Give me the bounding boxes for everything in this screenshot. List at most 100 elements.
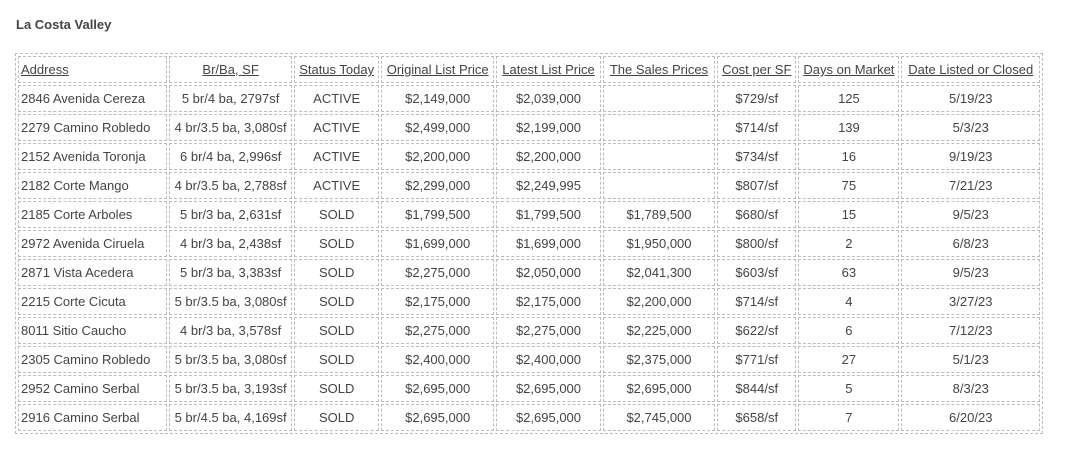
cost-per-sf-cell: $658/sf — [717, 404, 797, 431]
original-price-cell: $2,275,000 — [381, 317, 495, 344]
listings-table: Address Br/Ba, SF Status Today Original … — [15, 53, 1043, 434]
table-row: 2952 Camino Serbal 5 br/3.5 ba, 3,193sf … — [18, 375, 1040, 402]
latest-price-cell: $2,039,000 — [496, 85, 601, 112]
sales-price-cell: $2,225,000 — [602, 317, 716, 344]
cost-per-sf-cell: $800/sf — [717, 230, 797, 257]
col-header-status[interactable]: Status Today — [294, 56, 380, 83]
col-header-cost-per-sf[interactable]: Cost per SF — [717, 56, 797, 83]
original-price-cell: $1,699,000 — [381, 230, 495, 257]
sales-price-cell — [602, 114, 716, 141]
address-link[interactable]: 2972 Avenida Ciruela — [18, 230, 168, 257]
page-title: La Costa Valley — [16, 17, 112, 32]
date-cell: 7/12/23 — [901, 317, 1040, 344]
latest-price-cell: $2,400,000 — [496, 346, 601, 373]
original-price-cell: $2,299,000 — [381, 172, 495, 199]
status-cell: SOLD — [294, 404, 380, 431]
status-cell: SOLD — [294, 259, 380, 286]
address-cell: 2952 Camino Serbal — [18, 375, 168, 402]
cost-per-sf-cell: $714/sf — [717, 288, 797, 315]
address-link[interactable]: 2871 Vista Acedera — [18, 259, 168, 286]
latest-price-cell: $2,175,000 — [496, 288, 601, 315]
days-on-market-cell: 6 — [798, 317, 900, 344]
address-link[interactable]: 2916 Camino Serbal — [18, 404, 168, 431]
status-cell: ACTIVE — [294, 172, 380, 199]
cost-per-sf-cell: $734/sf — [717, 143, 797, 170]
col-header-original-price[interactable]: Original List Price — [381, 56, 495, 83]
status-cell: SOLD — [294, 201, 380, 228]
col-header-address[interactable]: Address — [18, 56, 168, 83]
original-price-cell: $2,695,000 — [381, 404, 495, 431]
col-header-latest-price[interactable]: Latest List Price — [496, 56, 601, 83]
table-row: 2182 Corte Mango 4 br/3.5 ba, 2,788sf AC… — [18, 172, 1040, 199]
table-row: 2185 Corte Arboles 5 br/3 ba, 2,631sf SO… — [18, 201, 1040, 228]
status-cell: SOLD — [294, 375, 380, 402]
latest-price-cell: $1,799,500 — [496, 201, 601, 228]
cost-per-sf-cell: $622/sf — [717, 317, 797, 344]
days-on-market-cell: 27 — [798, 346, 900, 373]
sales-price-cell — [602, 85, 716, 112]
date-cell: 7/21/23 — [901, 172, 1040, 199]
sales-price-cell: $2,695,000 — [602, 375, 716, 402]
table-row: 2916 Camino Serbal 5 br/4.5 ba, 4,169sf … — [18, 404, 1040, 431]
days-on-market-cell: 125 — [798, 85, 900, 112]
days-on-market-cell: 5 — [798, 375, 900, 402]
brba-cell: 5 br/3.5 ba, 3,193sf — [169, 375, 293, 402]
latest-price-cell: $2,275,000 — [496, 317, 601, 344]
table-row: 2305 Camino Robledo 5 br/3.5 ba, 3,080sf… — [18, 346, 1040, 373]
sales-price-cell — [602, 143, 716, 170]
brba-cell: 6 br/4 ba, 2,996sf — [169, 143, 293, 170]
brba-cell: 5 br/3 ba, 3,383sf — [169, 259, 293, 286]
address-cell: 2152 Avenida Toronja — [18, 143, 168, 170]
latest-price-cell: $2,050,000 — [496, 259, 601, 286]
date-cell: 8/3/23 — [901, 375, 1040, 402]
col-header-date[interactable]: Date Listed or Closed — [901, 56, 1040, 83]
address-cell: 2305 Camino Robledo — [18, 346, 168, 373]
days-on-market-cell: 63 — [798, 259, 900, 286]
days-on-market-cell: 2 — [798, 230, 900, 257]
sales-price-cell: $1,789,500 — [602, 201, 716, 228]
address-cell: 8011 Sitio Caucho — [18, 317, 168, 344]
days-on-market-cell: 7 — [798, 404, 900, 431]
col-header-brba[interactable]: Br/Ba, SF — [169, 56, 293, 83]
cost-per-sf-cell: $844/sf — [717, 375, 797, 402]
table-row: 2279 Camino Robledo 4 br/3.5 ba, 3,080sf… — [18, 114, 1040, 141]
col-header-sales-price[interactable]: The Sales Prices — [602, 56, 716, 83]
table-row: 2152 Avenida Toronja 6 br/4 ba, 2,996sf … — [18, 143, 1040, 170]
status-cell: ACTIVE — [294, 143, 380, 170]
brba-cell: 5 br/4 ba, 2797sf — [169, 85, 293, 112]
table-row: 2846 Avenida Cereza 5 br/4 ba, 2797sf AC… — [18, 85, 1040, 112]
original-price-cell: $2,499,000 — [381, 114, 495, 141]
days-on-market-cell: 15 — [798, 201, 900, 228]
sales-price-cell: $2,375,000 — [602, 346, 716, 373]
table-row: 8011 Sitio Caucho 4 br/3 ba, 3,578sf SOL… — [18, 317, 1040, 344]
brba-cell: 4 br/3 ba, 2,438sf — [169, 230, 293, 257]
status-cell: SOLD — [294, 317, 380, 344]
address-link[interactable]: 2846 Avenida Cereza — [18, 85, 168, 112]
date-cell: 9/5/23 — [901, 201, 1040, 228]
cost-per-sf-cell: $714/sf — [717, 114, 797, 141]
date-cell: 6/20/23 — [901, 404, 1040, 431]
days-on-market-cell: 16 — [798, 143, 900, 170]
brba-cell: 5 br/3.5 ba, 3,080sf — [169, 288, 293, 315]
address-link[interactable]: 2279 Camino Robledo — [18, 114, 168, 141]
table-row: 2215 Corte Cicuta 5 br/3.5 ba, 3,080sf S… — [18, 288, 1040, 315]
date-cell: 9/5/23 — [901, 259, 1040, 286]
latest-price-cell: $2,249,995 — [496, 172, 601, 199]
latest-price-cell: $2,200,000 — [496, 143, 601, 170]
table-row: 2871 Vista Acedera 5 br/3 ba, 3,383sf SO… — [18, 259, 1040, 286]
col-header-days-on-market[interactable]: Days on Market — [798, 56, 900, 83]
brba-cell: 5 br/4.5 ba, 4,169sf — [169, 404, 293, 431]
latest-price-cell: $2,695,000 — [496, 375, 601, 402]
original-price-cell: $2,400,000 — [381, 346, 495, 373]
address-cell: 2185 Corte Arboles — [18, 201, 168, 228]
cost-per-sf-cell: $680/sf — [717, 201, 797, 228]
brba-cell: 4 br/3.5 ba, 3,080sf — [169, 114, 293, 141]
status-cell: SOLD — [294, 346, 380, 373]
cost-per-sf-cell: $807/sf — [717, 172, 797, 199]
status-cell: SOLD — [294, 288, 380, 315]
status-cell: ACTIVE — [294, 85, 380, 112]
cost-per-sf-cell: $729/sf — [717, 85, 797, 112]
original-price-cell: $2,695,000 — [381, 375, 495, 402]
sales-price-cell: $2,041,300 — [602, 259, 716, 286]
date-cell: 5/19/23 — [901, 85, 1040, 112]
